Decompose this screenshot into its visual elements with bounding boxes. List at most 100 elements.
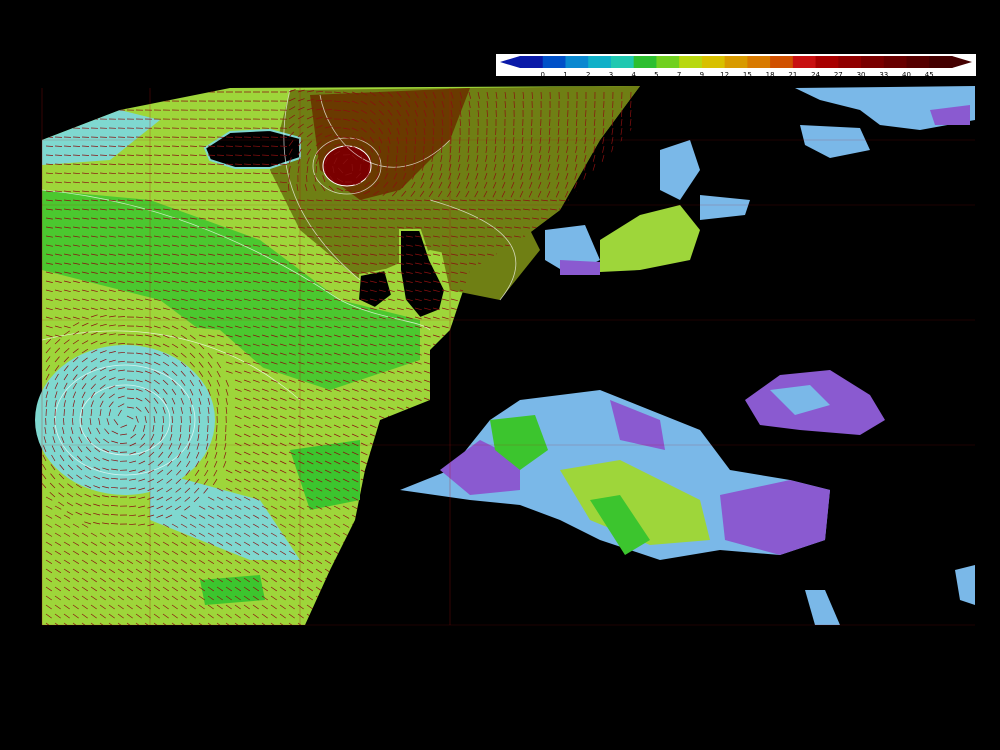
wind-arrow — [315, 235, 323, 238]
wind-arrow — [189, 406, 192, 414]
wind-arrow — [513, 226, 521, 229]
wind-arrow — [144, 262, 152, 265]
wind-arrow — [557, 136, 560, 144]
wind-arrow — [99, 358, 107, 363]
wind-arrow — [360, 154, 364, 162]
wind-arrow — [81, 383, 87, 390]
wind-arrow — [387, 595, 394, 601]
wind-arrow — [198, 577, 205, 583]
wind-arrow — [261, 289, 269, 293]
wind-arrow — [602, 145, 605, 153]
wind-arrow — [387, 316, 395, 320]
wind-arrow — [144, 352, 152, 356]
wind-arrow — [531, 280, 539, 283]
wind-arrow — [135, 154, 144, 156]
wind-arrow — [513, 235, 521, 238]
wind-arrow — [72, 289, 80, 293]
wind-arrow — [504, 226, 512, 229]
wind-arrow — [414, 325, 422, 329]
wind-arrow — [81, 400, 85, 408]
wind-arrow — [252, 514, 260, 519]
wind-arrow — [81, 604, 88, 610]
wind-arrow — [234, 568, 242, 574]
wind-arrow — [549, 199, 557, 202]
wind-arrow — [531, 586, 538, 592]
wind-arrow — [333, 541, 341, 546]
wind-arrow — [468, 568, 476, 574]
wind-arrow — [108, 324, 116, 327]
wind-arrow — [279, 487, 287, 492]
wind-arrow — [558, 586, 565, 592]
wind-arrow — [99, 577, 106, 583]
wind-arrow — [288, 505, 296, 510]
wind-arrow — [495, 235, 503, 238]
wind-arrow — [165, 514, 173, 519]
wind-arrow — [252, 289, 260, 293]
wind-arrow — [360, 100, 368, 105]
wind-arrow — [324, 487, 332, 492]
wind-arrow — [198, 532, 206, 537]
wind-arrow — [243, 325, 251, 329]
wind-arrow — [522, 361, 530, 365]
wind-arrow — [99, 262, 107, 265]
wind-arrow — [567, 217, 575, 220]
wind-arrow — [513, 577, 520, 583]
legend-tick-label: 27 — [833, 71, 843, 79]
wind-arrow — [224, 433, 227, 441]
wind-arrow — [387, 136, 391, 144]
wind-arrow — [378, 451, 386, 456]
wind-arrow — [459, 388, 467, 392]
wind-arrow — [567, 595, 574, 601]
wind-arrow — [324, 149, 331, 156]
wind-arrow — [396, 316, 404, 320]
wind-arrow — [513, 559, 521, 564]
wind-arrow — [108, 577, 115, 583]
wind-arrow — [405, 604, 412, 610]
wind-arrow — [468, 298, 476, 302]
wind-arrow — [567, 613, 574, 619]
wind-arrow — [243, 424, 251, 429]
wind-arrow — [369, 379, 377, 383]
wind-arrow — [243, 280, 251, 283]
wind-arrow — [378, 253, 386, 256]
wind-arrow — [129, 451, 137, 455]
wind-arrow — [306, 115, 314, 120]
wind-arrow — [324, 397, 332, 401]
wind-arrow — [486, 199, 494, 202]
wind-arrow — [207, 532, 215, 537]
wind-arrow — [144, 586, 151, 592]
wind-arrow — [279, 262, 287, 265]
wind-arrow — [441, 496, 449, 501]
wind-arrow — [117, 181, 126, 184]
wind-arrow — [486, 388, 494, 392]
wind-arrow — [72, 298, 80, 302]
wind-arrow — [81, 145, 90, 147]
wind-arrow — [504, 91, 507, 99]
wind-arrow — [387, 289, 395, 293]
wind-arrow — [324, 271, 332, 274]
wind-arrow — [567, 361, 575, 365]
wind-arrow — [147, 487, 155, 492]
wind-arrow — [261, 559, 269, 564]
wind-arrow — [297, 89, 305, 93]
wind-arrow — [243, 244, 251, 247]
wind-arrow — [129, 487, 137, 490]
wind-arrow — [387, 388, 395, 392]
wind-arrow — [252, 163, 261, 165]
wind-arrow — [270, 199, 278, 202]
wind-arrow — [378, 226, 386, 229]
wind-arrow — [195, 460, 200, 468]
wind-arrow — [468, 415, 476, 420]
wind-arrow — [485, 136, 488, 145]
wind-arrow — [99, 298, 107, 302]
wind-arrow — [234, 271, 242, 274]
wind-arrow — [198, 586, 205, 592]
wind-arrow — [351, 586, 358, 592]
wind-arrow — [441, 343, 449, 347]
wind-arrow — [90, 226, 98, 229]
wind-arrow — [549, 217, 557, 220]
wind-arrow — [432, 370, 440, 374]
wind-arrow — [630, 379, 638, 383]
wind-arrow — [342, 91, 350, 95]
wind-arrow — [99, 613, 106, 619]
